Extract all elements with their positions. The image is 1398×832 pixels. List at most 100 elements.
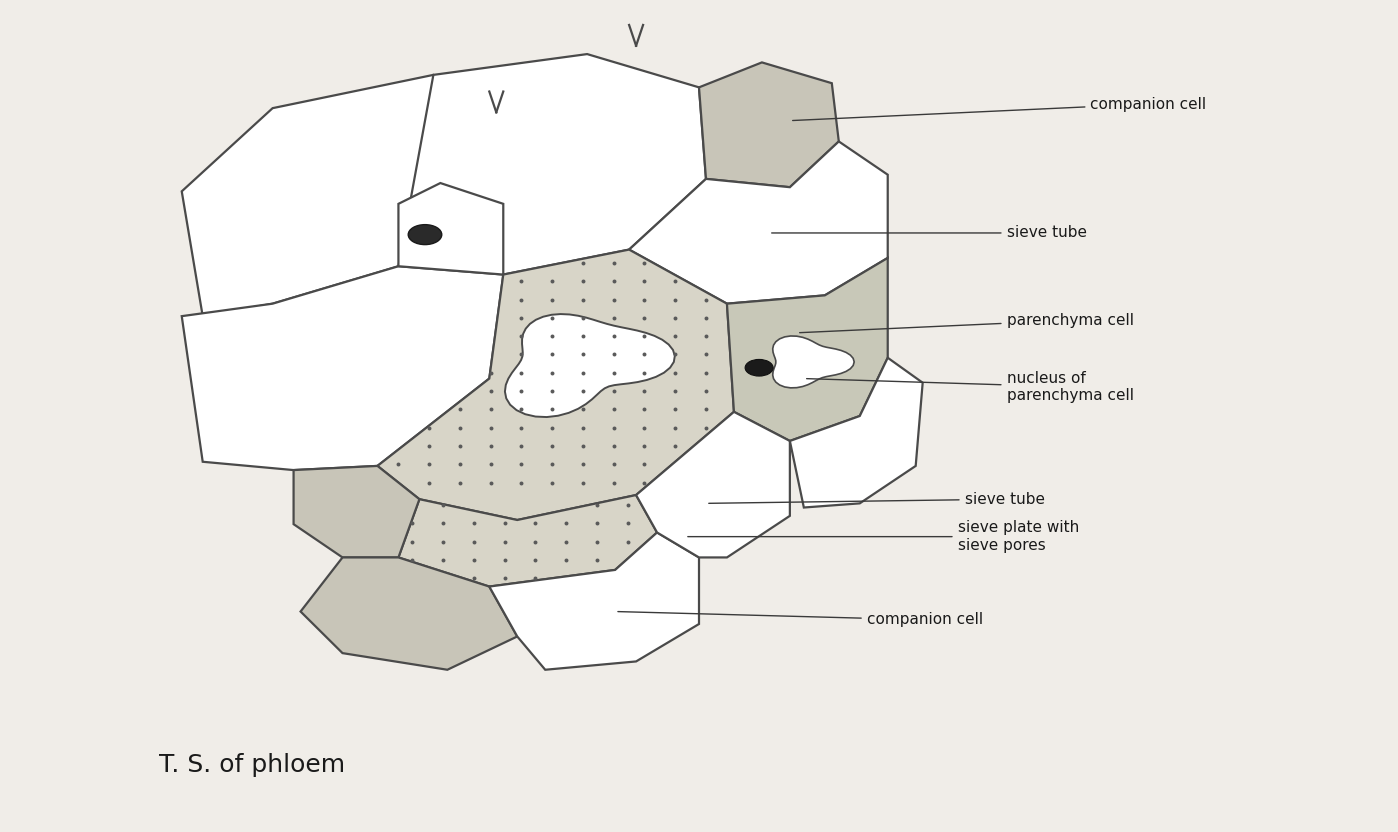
- Point: [480, 366, 502, 379]
- Point: [541, 476, 563, 489]
- Point: [603, 256, 625, 270]
- Point: [493, 572, 516, 585]
- Point: [432, 535, 454, 548]
- Point: [603, 439, 625, 453]
- Point: [633, 421, 656, 434]
- Polygon shape: [505, 314, 675, 417]
- Point: [510, 275, 533, 288]
- Point: [572, 348, 594, 361]
- Point: [603, 348, 625, 361]
- Point: [524, 572, 547, 585]
- Point: [603, 421, 625, 434]
- Point: [449, 476, 471, 489]
- Point: [432, 517, 454, 530]
- Point: [664, 366, 686, 379]
- Point: [401, 553, 424, 567]
- Point: [541, 421, 563, 434]
- Point: [510, 458, 533, 471]
- Point: [603, 329, 625, 343]
- Point: [695, 311, 717, 324]
- Point: [572, 275, 594, 288]
- Point: [493, 517, 516, 530]
- Point: [541, 329, 563, 343]
- Point: [633, 293, 656, 306]
- Point: [572, 329, 594, 343]
- Polygon shape: [699, 62, 839, 187]
- Polygon shape: [377, 250, 734, 520]
- Point: [572, 293, 594, 306]
- Point: [617, 535, 639, 548]
- Point: [586, 498, 608, 512]
- Point: [463, 517, 485, 530]
- Point: [510, 384, 533, 398]
- Point: [432, 498, 454, 512]
- Point: [586, 517, 608, 530]
- Point: [633, 439, 656, 453]
- Point: [664, 384, 686, 398]
- Point: [541, 311, 563, 324]
- Point: [401, 517, 424, 530]
- Point: [449, 439, 471, 453]
- Point: [617, 498, 639, 512]
- Circle shape: [408, 225, 442, 245]
- Point: [664, 348, 686, 361]
- Point: [603, 476, 625, 489]
- Point: [586, 553, 608, 567]
- Polygon shape: [629, 141, 888, 304]
- Point: [480, 439, 502, 453]
- Polygon shape: [636, 412, 790, 557]
- Point: [586, 535, 608, 548]
- Point: [572, 384, 594, 398]
- Point: [510, 366, 533, 379]
- Point: [633, 476, 656, 489]
- Polygon shape: [301, 557, 517, 670]
- Point: [633, 458, 656, 471]
- Point: [555, 517, 577, 530]
- Point: [664, 311, 686, 324]
- Point: [510, 476, 533, 489]
- Point: [480, 403, 502, 416]
- Point: [603, 275, 625, 288]
- Point: [572, 458, 594, 471]
- Point: [695, 403, 717, 416]
- Polygon shape: [182, 266, 503, 470]
- Point: [633, 311, 656, 324]
- Point: [449, 403, 471, 416]
- Point: [480, 458, 502, 471]
- Point: [541, 384, 563, 398]
- Point: [695, 329, 717, 343]
- Point: [524, 517, 547, 530]
- Point: [633, 366, 656, 379]
- Point: [541, 275, 563, 288]
- Polygon shape: [727, 258, 888, 441]
- Point: [555, 553, 577, 567]
- Point: [572, 311, 594, 324]
- Point: [572, 421, 594, 434]
- Point: [418, 476, 440, 489]
- Point: [510, 311, 533, 324]
- Text: sieve tube: sieve tube: [709, 492, 1044, 507]
- Text: sieve tube: sieve tube: [772, 225, 1086, 240]
- Point: [695, 384, 717, 398]
- Point: [541, 458, 563, 471]
- Point: [387, 458, 410, 471]
- Polygon shape: [790, 358, 923, 508]
- Point: [603, 366, 625, 379]
- Point: [695, 421, 717, 434]
- Point: [418, 439, 440, 453]
- Point: [463, 572, 485, 585]
- Point: [510, 403, 533, 416]
- Point: [664, 329, 686, 343]
- Point: [480, 421, 502, 434]
- Point: [603, 384, 625, 398]
- Point: [480, 476, 502, 489]
- Text: companion cell: companion cell: [618, 612, 983, 627]
- Point: [633, 403, 656, 416]
- Text: sieve plate with
sieve pores: sieve plate with sieve pores: [688, 521, 1079, 552]
- Point: [664, 275, 686, 288]
- Polygon shape: [294, 466, 419, 557]
- Point: [401, 535, 424, 548]
- Polygon shape: [182, 75, 475, 316]
- Point: [432, 553, 454, 567]
- Text: companion cell: companion cell: [793, 97, 1206, 121]
